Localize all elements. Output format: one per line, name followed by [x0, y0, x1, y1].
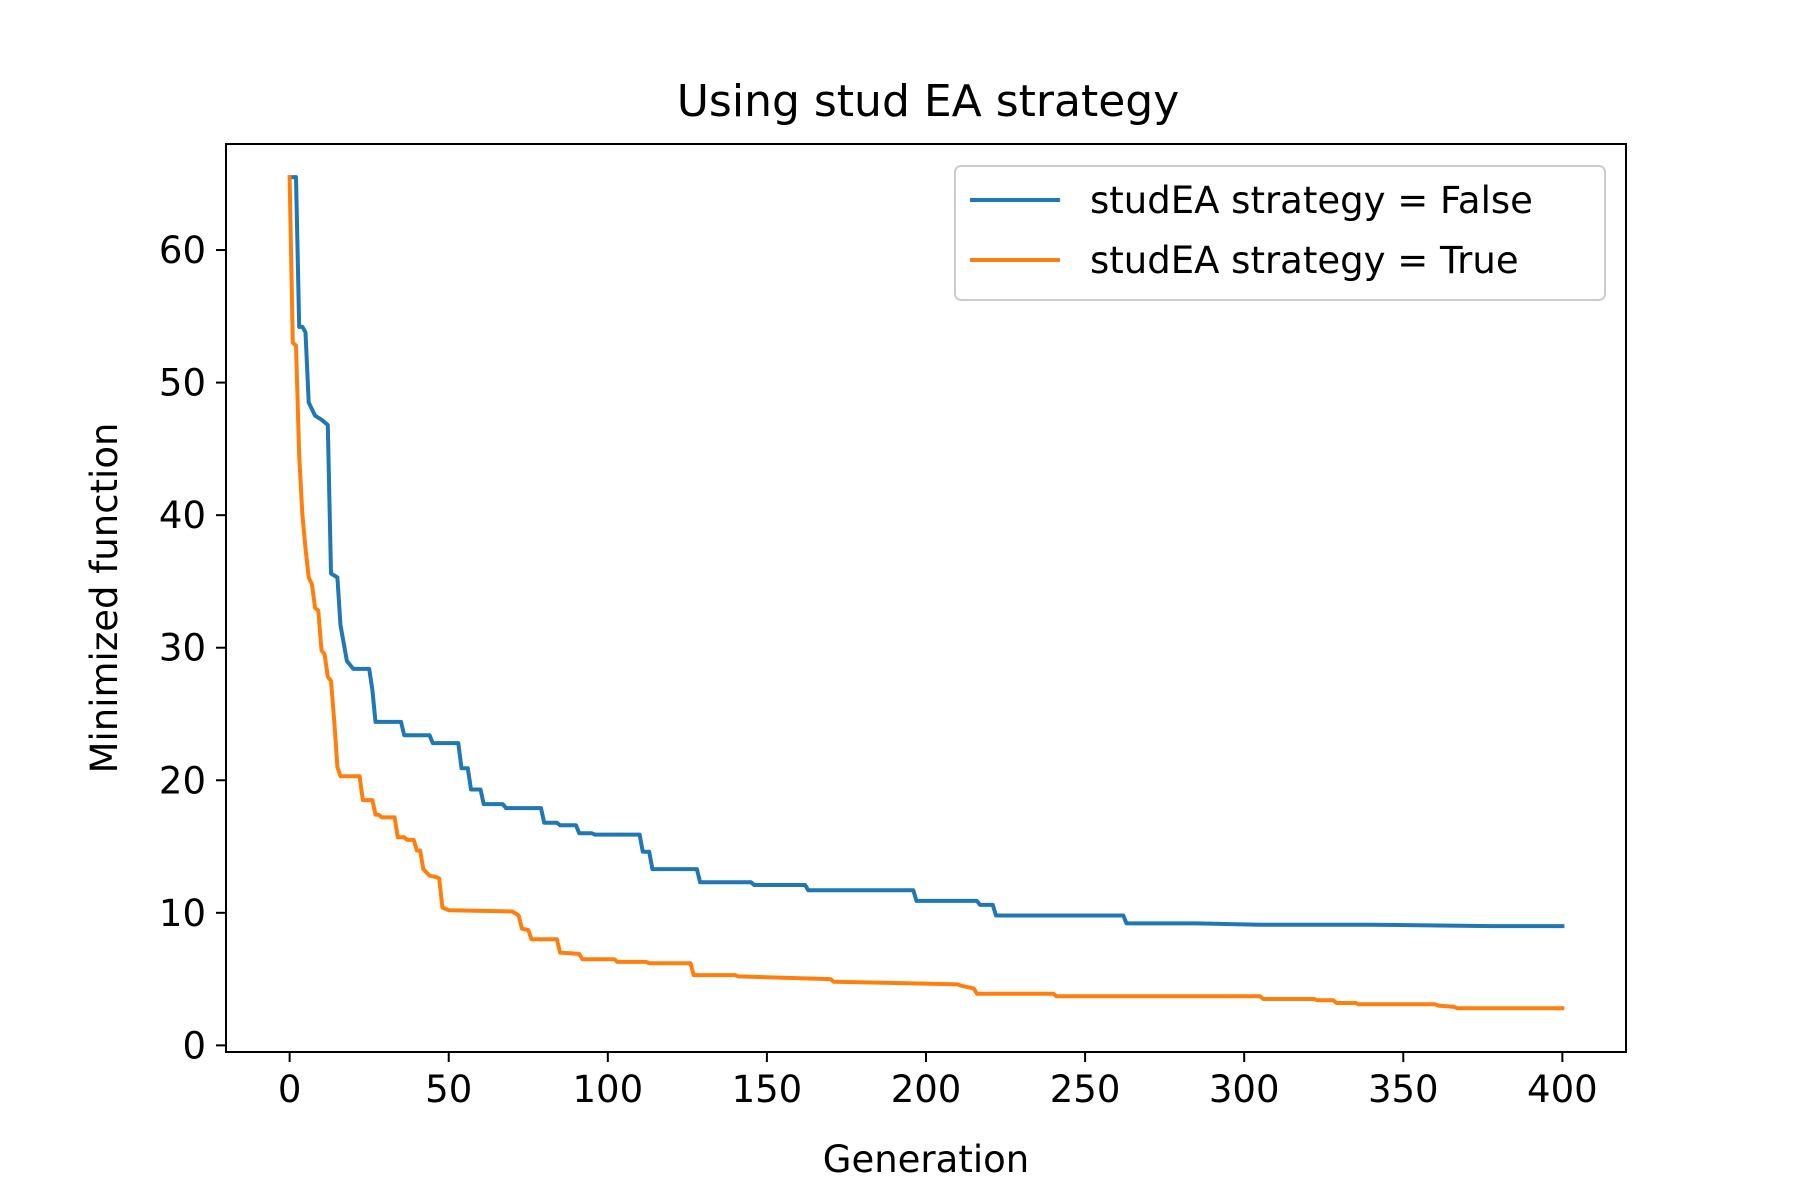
- legend-box: [954, 165, 1606, 301]
- y-tick-label: 10: [159, 892, 206, 935]
- series-line-1: [287, 175, 1565, 1011]
- y-tick-label: 60: [159, 229, 206, 272]
- legend: studEA strategy = False studEA strategy =…: [954, 165, 1606, 301]
- y-axis-label: Minimized function: [83, 423, 126, 774]
- x-axis: 0 50 100 150 200 250 300 350 400: [278, 1052, 1598, 1111]
- series-line-0: [290, 175, 1565, 929]
- x-tick-label: 300: [1209, 1068, 1280, 1111]
- legend-label-0: studEA strategy = False: [1090, 179, 1533, 222]
- plot-area: [287, 175, 1565, 1011]
- chart-title: Using stud EA strategy: [677, 76, 1180, 127]
- x-tick-label: 200: [891, 1068, 962, 1111]
- y-tick-label: 50: [159, 362, 206, 405]
- y-tick-label: 30: [159, 627, 206, 670]
- y-axis: 0 10 20 30 40 50 60: [159, 229, 226, 1067]
- legend-label-1: studEA strategy = True: [1090, 239, 1519, 282]
- x-tick-label: 400: [1527, 1068, 1598, 1111]
- x-tick-label: 350: [1368, 1068, 1439, 1111]
- y-tick-label: 40: [159, 494, 206, 537]
- x-axis-label: Generation: [823, 1138, 1029, 1181]
- x-tick-label: 250: [1050, 1068, 1121, 1111]
- y-tick-label: 0: [182, 1024, 206, 1067]
- x-tick-label: 100: [573, 1068, 644, 1111]
- x-tick-label: 50: [425, 1068, 472, 1111]
- y-tick-label: 20: [159, 759, 206, 802]
- x-tick-label: 150: [732, 1068, 803, 1111]
- x-tick-label: 0: [278, 1068, 302, 1111]
